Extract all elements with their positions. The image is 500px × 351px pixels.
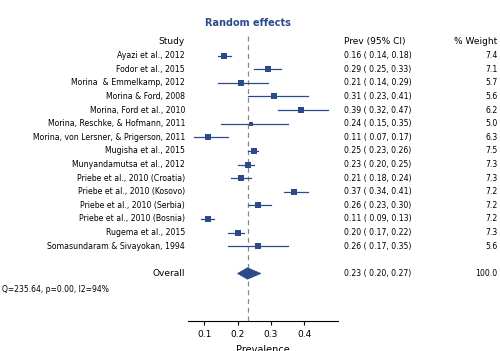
Text: 7.2: 7.2 (485, 214, 498, 224)
Text: Somasundaram & Sivayokan, 1994: Somasundaram & Sivayokan, 1994 (47, 242, 185, 251)
Text: Morina & Ford, 2008: Morina & Ford, 2008 (106, 92, 185, 101)
Polygon shape (238, 268, 261, 279)
Text: Rugema et al., 2015: Rugema et al., 2015 (106, 228, 185, 237)
Text: Priebe et al., 2010 (Serbia): Priebe et al., 2010 (Serbia) (80, 201, 185, 210)
Text: 0.20 ( 0.17, 0.22): 0.20 ( 0.17, 0.22) (344, 228, 411, 237)
Text: 6.3: 6.3 (485, 133, 498, 142)
Text: 7.3: 7.3 (485, 160, 498, 169)
Text: 0.39 ( 0.32, 0.47): 0.39 ( 0.32, 0.47) (344, 106, 411, 114)
Text: 6.2: 6.2 (485, 106, 498, 114)
Text: 7.2: 7.2 (485, 201, 498, 210)
Text: 7.2: 7.2 (485, 187, 498, 196)
Text: Random effects: Random effects (204, 18, 290, 28)
Text: Study: Study (159, 38, 185, 46)
Text: 0.25 ( 0.23, 0.26): 0.25 ( 0.23, 0.26) (344, 146, 411, 155)
Text: 7.3: 7.3 (485, 174, 498, 183)
Text: 0.29 ( 0.25, 0.33): 0.29 ( 0.25, 0.33) (344, 65, 411, 74)
Text: Morina, von Lersner, & Prigerson, 2011: Morina, von Lersner, & Prigerson, 2011 (32, 133, 185, 142)
Text: 0.21 ( 0.18, 0.24): 0.21 ( 0.18, 0.24) (344, 174, 411, 183)
Text: Q=235.64, p=0.00, I2=94%: Q=235.64, p=0.00, I2=94% (2, 285, 110, 294)
Text: Priebe et al., 2010 (Kosovo): Priebe et al., 2010 (Kosovo) (78, 187, 185, 196)
Text: 0.26 ( 0.23, 0.30): 0.26 ( 0.23, 0.30) (344, 201, 411, 210)
Text: 5.6: 5.6 (485, 242, 498, 251)
Text: 100.0: 100.0 (476, 269, 498, 278)
Text: Morina  & Emmelkamp, 2012: Morina & Emmelkamp, 2012 (72, 78, 185, 87)
Text: Prev (95% CI): Prev (95% CI) (344, 38, 405, 46)
Text: 5.6: 5.6 (485, 92, 498, 101)
Text: 7.5: 7.5 (485, 146, 498, 155)
Text: 0.21 ( 0.14, 0.29): 0.21 ( 0.14, 0.29) (344, 78, 411, 87)
Text: Priebe et al., 2010 (Bosnia): Priebe et al., 2010 (Bosnia) (79, 214, 185, 224)
Text: 0.24 ( 0.15, 0.35): 0.24 ( 0.15, 0.35) (344, 119, 411, 128)
Text: 7.1: 7.1 (485, 65, 498, 74)
Text: 0.37 ( 0.34, 0.41): 0.37 ( 0.34, 0.41) (344, 187, 411, 196)
Text: 7.4: 7.4 (485, 51, 498, 60)
Text: Munyandamutsa et al., 2012: Munyandamutsa et al., 2012 (72, 160, 185, 169)
Text: Fodor et al., 2015: Fodor et al., 2015 (116, 65, 185, 74)
X-axis label: Prevalence: Prevalence (236, 345, 290, 351)
Text: 5.7: 5.7 (485, 78, 498, 87)
Text: 0.23 ( 0.20, 0.25): 0.23 ( 0.20, 0.25) (344, 160, 411, 169)
Text: 0.26 ( 0.17, 0.35): 0.26 ( 0.17, 0.35) (344, 242, 411, 251)
Text: 0.16 ( 0.14, 0.18): 0.16 ( 0.14, 0.18) (344, 51, 411, 60)
Text: Overall: Overall (152, 269, 185, 278)
Text: 0.11 ( 0.07, 0.17): 0.11 ( 0.07, 0.17) (344, 133, 411, 142)
Text: 0.11 ( 0.09, 0.13): 0.11 ( 0.09, 0.13) (344, 214, 411, 224)
Text: Morina, Reschke, & Hofmann, 2011: Morina, Reschke, & Hofmann, 2011 (48, 119, 185, 128)
Text: Morina, Ford et al., 2010: Morina, Ford et al., 2010 (90, 106, 185, 114)
Text: 7.3: 7.3 (485, 228, 498, 237)
Text: 0.31 ( 0.23, 0.41): 0.31 ( 0.23, 0.41) (344, 92, 411, 101)
Text: 5.0: 5.0 (485, 119, 498, 128)
Text: Mugisha et al., 2015: Mugisha et al., 2015 (105, 146, 185, 155)
Text: % Weight: % Weight (454, 38, 498, 46)
Text: 0.23 ( 0.20, 0.27): 0.23 ( 0.20, 0.27) (344, 269, 411, 278)
Text: Priebe et al., 2010 (Croatia): Priebe et al., 2010 (Croatia) (77, 174, 185, 183)
Text: Ayazi et al., 2012: Ayazi et al., 2012 (118, 51, 185, 60)
